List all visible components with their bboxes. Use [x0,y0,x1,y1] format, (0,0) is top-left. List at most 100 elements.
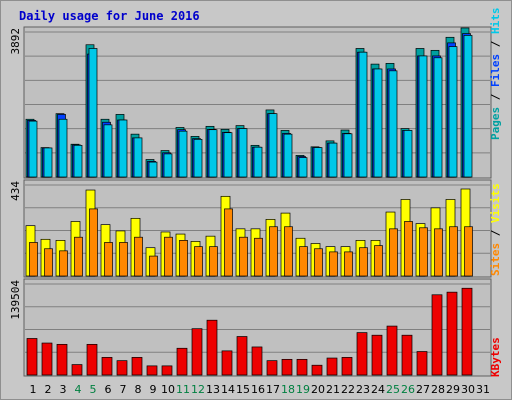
bar-sites-day-13 [209,246,218,277]
bar-sites-day-9 [149,255,158,277]
bar-hits-day-19 [298,157,308,178]
x-tick-label-day-2: 2 [45,383,52,396]
legend-pages: Pages [489,107,502,140]
x-tick-label-day-26: 26 [401,383,415,396]
bar-sites-day-28 [434,228,443,277]
bar-hits-day-2 [43,147,53,178]
y-max-label-kbytes: 139504 [9,280,22,320]
bar-hits-day-20 [313,147,323,178]
x-tick-label-day-18: 18 [281,383,295,396]
bar-sites-day-25 [389,228,398,277]
bar-hits-day-10 [163,153,173,178]
bar-sites-day-10 [164,236,173,277]
bar-hits-day-6 [103,124,113,178]
bar-kbytes-day-16 [251,346,263,376]
bar-sites-day-14 [224,208,233,277]
x-tick-label-day-11: 11 [176,383,190,396]
bar-sites-day-2 [44,248,53,277]
bar-kbytes-day-3 [56,343,68,376]
x-tick-label-day-6: 6 [105,383,112,396]
x-tick-label-day-31: 31 [476,383,490,396]
bar-kbytes-day-1 [26,338,38,376]
x-tick-label-day-27: 27 [416,383,430,396]
bar-hits-day-21 [328,142,338,178]
bar-sites-day-11 [179,240,188,277]
bar-hits-day-18 [283,133,293,178]
bar-kbytes-day-17 [266,360,278,376]
x-tick-label-day-15: 15 [236,383,250,396]
bar-kbytes-day-29 [446,291,458,376]
x-tick-label-day-25: 25 [386,383,400,396]
bar-kbytes-day-6 [101,357,113,376]
x-tick-label-day-10: 10 [161,383,175,396]
bar-sites-day-30 [464,226,473,277]
bar-kbytes-day-11 [176,347,188,376]
bar-sites-day-29 [449,226,458,277]
legend-hits: Hits [489,8,502,35]
bar-sites-day-1 [29,242,38,277]
bar-sites-day-7 [119,242,128,277]
bar-sites-day-6 [104,242,113,277]
x-tick-label-day-14: 14 [221,383,235,396]
legend-hits-panel: Pages / Files / Hits [489,8,502,141]
bar-kbytes-day-14 [221,350,233,376]
bar-kbytes-day-15 [236,336,248,376]
bar-kbytes-day-19 [296,358,308,376]
bar-sites-day-4 [74,236,83,277]
y-max-label-hits: 3892 [9,28,22,55]
x-tick-label-day-5: 5 [90,383,97,396]
bar-hits-day-5 [88,48,98,178]
bar-hits-day-27 [418,55,428,178]
bar-sites-day-15 [239,236,248,277]
bar-hits-day-23 [358,51,368,178]
legend-sep: / [489,87,502,107]
bar-hits-day-28 [433,57,443,178]
legend-visits: Visits [489,183,502,223]
bar-hits-day-4 [73,144,83,178]
bar-kbytes-day-24 [371,334,383,376]
bar-sites-day-17 [269,226,278,277]
x-tick-label-day-17: 17 [266,383,280,396]
bar-kbytes-day-18 [281,358,293,376]
bar-kbytes-day-27 [416,351,428,376]
bar-hits-day-16 [253,146,263,178]
bar-hits-day-9 [148,161,158,178]
bar-sites-day-12 [194,246,203,277]
bar-kbytes-day-7 [116,360,128,376]
bar-hits-day-24 [373,68,383,178]
bar-hits-day-29 [448,46,458,178]
bar-sites-day-21 [329,251,338,277]
x-tick-label-day-30: 30 [461,383,475,396]
x-tick-label-day-9: 9 [150,383,157,396]
bar-hits-day-1 [28,120,38,178]
bar-sites-day-20 [314,248,323,277]
bar-sites-day-24 [374,245,383,277]
bar-hits-day-22 [343,133,353,178]
x-tick-label-day-7: 7 [120,383,127,396]
bar-hits-day-13 [208,129,218,178]
bar-hits-day-14 [223,132,233,178]
legend-kbytes: KBytes [489,337,502,377]
bar-kbytes-day-12 [191,328,203,376]
bar-hits-day-8 [133,137,143,178]
bar-sites-day-26 [404,221,413,277]
y-max-label-visits: 434 [9,181,22,201]
bar-kbytes-day-25 [386,325,398,376]
chart-title: Daily usage for June 2016 [19,9,200,23]
x-tick-label-day-24: 24 [371,383,385,396]
bar-kbytes-day-2 [41,342,53,376]
bar-kbytes-day-20 [311,364,323,376]
bar-kbytes-day-4 [71,364,83,376]
bar-kbytes-day-23 [356,332,368,376]
bar-hits-day-26 [403,130,413,178]
bar-kbytes-day-9 [146,365,158,376]
legend-sites: Sites [489,243,502,276]
bar-kbytes-day-13 [206,319,218,376]
bar-hits-day-3 [58,118,68,178]
x-tick-label-day-22: 22 [341,383,355,396]
bar-hits-day-15 [238,128,248,178]
bar-kbytes-day-21 [326,357,338,376]
x-tick-label-day-28: 28 [431,383,445,396]
x-tick-label-day-4: 4 [75,383,82,396]
